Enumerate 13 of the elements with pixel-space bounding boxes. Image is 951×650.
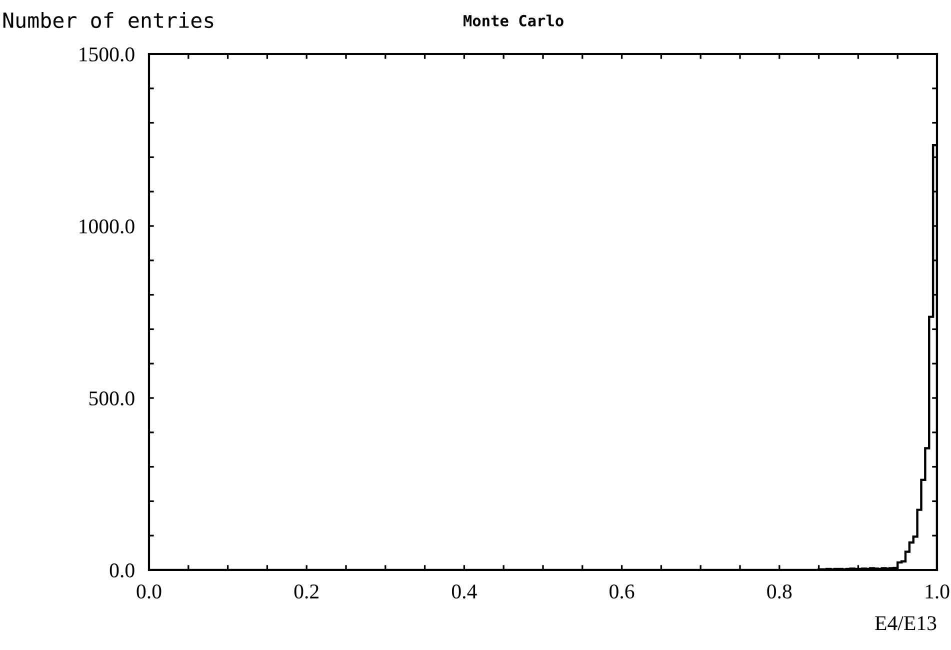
x-tick-label: 0.8 bbox=[767, 584, 792, 599]
x-axis-title: E4/E13 bbox=[875, 616, 936, 630]
chart-title: Monte Carlo bbox=[464, 14, 564, 26]
y-tick-label: 0.0 bbox=[110, 563, 134, 578]
x-tick-label: 0.6 bbox=[610, 584, 634, 599]
y-axis-title: Number of entries bbox=[3, 12, 214, 28]
y-tick-label: 500.0 bbox=[89, 391, 134, 406]
x-tick-label: 0.0 bbox=[136, 584, 162, 599]
y-tick-label: 1500.0 bbox=[80, 47, 134, 62]
x-tick-label: 0.4 bbox=[452, 584, 477, 599]
x-tick-label: 1.0 bbox=[926, 584, 950, 599]
y-tick-label: 1000.0 bbox=[80, 219, 134, 234]
x-tick-label: 0.2 bbox=[294, 584, 318, 599]
